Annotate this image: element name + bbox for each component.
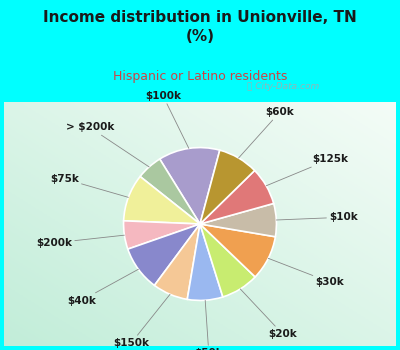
Wedge shape [140, 159, 200, 224]
Text: $40k: $40k [67, 269, 138, 306]
Text: $50k: $50k [194, 300, 223, 350]
Wedge shape [124, 221, 200, 249]
Wedge shape [187, 224, 223, 300]
Wedge shape [200, 224, 275, 277]
Wedge shape [200, 224, 255, 297]
Text: $100k: $100k [145, 91, 189, 148]
Text: $200k: $200k [36, 235, 124, 248]
Text: > $200k: > $200k [66, 122, 149, 167]
Text: Income distribution in Unionville, TN
(%): Income distribution in Unionville, TN (%… [43, 10, 357, 44]
Wedge shape [200, 150, 255, 224]
Text: $150k: $150k [113, 294, 170, 348]
Text: $75k: $75k [50, 174, 128, 197]
Text: Hispanic or Latino residents: Hispanic or Latino residents [113, 70, 287, 83]
Wedge shape [154, 224, 200, 299]
Wedge shape [160, 148, 220, 224]
Text: $125k: $125k [266, 154, 348, 186]
Wedge shape [124, 176, 200, 224]
Text: $10k: $10k [276, 212, 358, 222]
Text: $20k: $20k [240, 289, 297, 339]
Wedge shape [200, 170, 274, 224]
Wedge shape [200, 203, 276, 237]
Text: $60k: $60k [238, 107, 294, 158]
Wedge shape [128, 224, 200, 285]
Text: $30k: $30k [268, 258, 344, 287]
Text: ⓘ City-Data.com: ⓘ City-Data.com [247, 82, 320, 91]
